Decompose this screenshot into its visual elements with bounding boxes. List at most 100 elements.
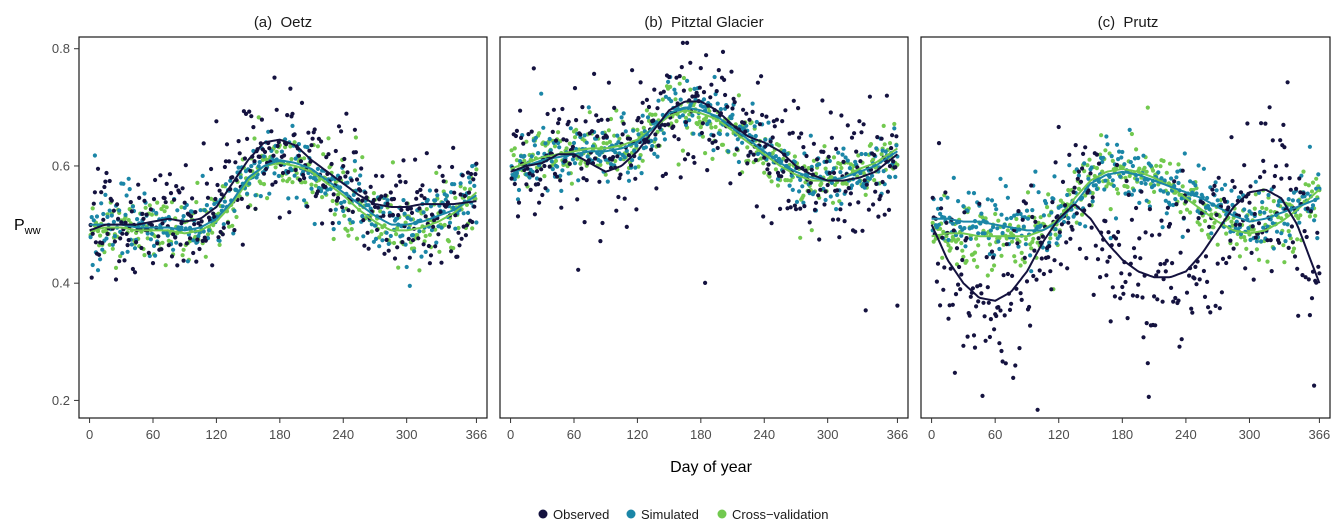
data-point [1193, 264, 1198, 269]
data-point [861, 122, 866, 127]
data-point [529, 129, 534, 134]
data-point [151, 243, 157, 248]
data-point [595, 134, 600, 139]
data-point [1034, 277, 1039, 282]
data-point [345, 170, 350, 175]
data-point [404, 201, 409, 206]
data-point [1286, 197, 1291, 202]
data-point [355, 197, 361, 202]
data-point [985, 197, 990, 202]
data-point [1100, 159, 1105, 165]
data-point [552, 144, 558, 149]
data-point [139, 245, 144, 251]
data-point [117, 259, 122, 264]
data-point [258, 194, 263, 199]
data-point [575, 197, 580, 202]
data-point [1194, 191, 1199, 196]
data-point [804, 153, 809, 159]
data-point [1048, 269, 1053, 274]
data-point [151, 197, 157, 202]
data-point [880, 179, 885, 185]
data-point [521, 141, 526, 146]
data-point [380, 238, 385, 243]
data-point [140, 211, 145, 216]
data-point [1015, 241, 1020, 246]
data-point [1171, 202, 1176, 208]
data-point [582, 133, 587, 138]
data-point [1010, 239, 1015, 244]
data-point [567, 141, 572, 146]
data-point [940, 255, 945, 260]
data-point [160, 221, 165, 226]
data-point [1308, 209, 1313, 214]
data-point [1205, 195, 1210, 201]
data-point [615, 133, 620, 138]
data-point [785, 178, 790, 183]
data-point [93, 240, 98, 245]
data-point [677, 81, 682, 86]
data-point [1103, 148, 1108, 153]
data-point [1253, 192, 1258, 197]
data-point [1112, 294, 1117, 299]
data-point [759, 74, 764, 79]
data-point [168, 191, 174, 196]
data-point [1156, 269, 1161, 274]
data-point [746, 153, 751, 158]
data-point [1313, 213, 1318, 218]
data-point [1248, 237, 1253, 242]
data-point [762, 170, 767, 175]
data-point [464, 223, 469, 228]
data-point [274, 149, 279, 154]
data-point [264, 157, 269, 162]
data-point [537, 131, 542, 136]
data-point [1117, 149, 1122, 154]
data-point [1038, 223, 1043, 228]
data-point [649, 147, 654, 152]
points-prutz-simulated [930, 127, 1322, 274]
data-point [377, 235, 382, 240]
data-point [1279, 216, 1284, 221]
data-point [1084, 256, 1089, 261]
data-point [1022, 255, 1027, 260]
data-point [722, 77, 727, 82]
data-point [1194, 282, 1199, 287]
data-point [514, 158, 520, 163]
data-point [1065, 266, 1070, 271]
data-point [1295, 237, 1300, 242]
data-point [232, 228, 237, 233]
data-point [453, 195, 458, 200]
data-point [358, 188, 363, 193]
data-point [1192, 276, 1197, 281]
data-point [1107, 254, 1112, 260]
data-point [638, 80, 643, 85]
data-point [703, 280, 708, 285]
data-point [362, 243, 367, 248]
data-point [994, 313, 999, 319]
data-point [1134, 205, 1139, 211]
data-point [195, 180, 200, 185]
data-point [88, 235, 93, 240]
data-point [1202, 294, 1208, 299]
data-point [121, 181, 126, 186]
data-point [1315, 230, 1320, 235]
data-point [820, 98, 825, 103]
data-point [211, 211, 216, 216]
data-point [1216, 175, 1221, 180]
data-point [861, 181, 866, 186]
data-point [434, 188, 439, 193]
data-point [705, 168, 710, 173]
data-point [858, 159, 863, 164]
data-point [436, 232, 441, 237]
data-point [1098, 152, 1103, 157]
data-point [1306, 183, 1311, 188]
data-point [1059, 222, 1064, 227]
data-point [714, 89, 719, 94]
data-point [872, 152, 877, 158]
data-point [388, 233, 393, 239]
data-point [119, 220, 124, 225]
data-point [1114, 187, 1120, 192]
data-point [623, 129, 628, 134]
data-point [580, 105, 585, 110]
data-point [830, 217, 836, 222]
data-point [1078, 179, 1084, 184]
